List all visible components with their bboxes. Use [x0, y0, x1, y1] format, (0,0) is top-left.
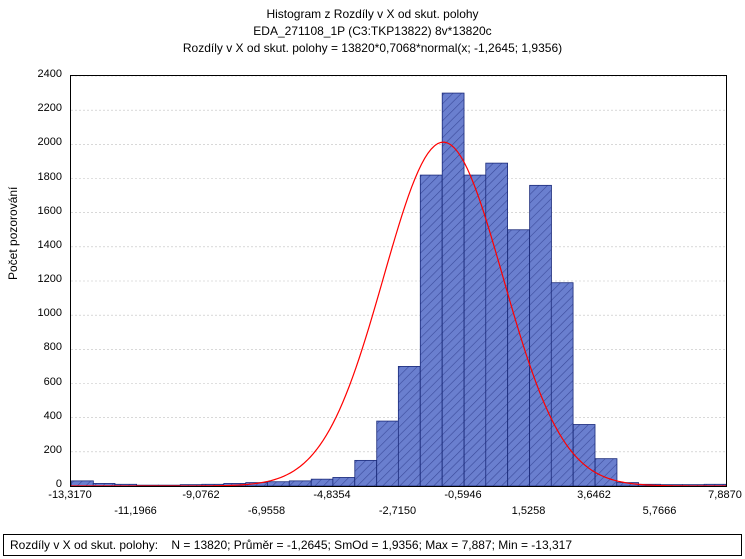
y-tick: 1800 — [22, 171, 62, 183]
y-tick: 200 — [22, 444, 62, 456]
x-tick-lower: -11,1966 — [114, 505, 157, 517]
y-tick: 1200 — [22, 273, 62, 285]
title-line-3: Rozdíly v X od skut. polohy = 13820*0,70… — [0, 40, 745, 57]
x-tick-upper: -0,5946 — [444, 489, 481, 501]
x-tick-lower: -2,7150 — [379, 505, 416, 517]
stats-value: N = 13820; Průměr = -1,2645; SmOd = 1,93… — [171, 538, 572, 552]
y-tick: 1000 — [22, 307, 62, 319]
x-tick-lower: -6,9558 — [248, 505, 285, 517]
plot-area — [70, 75, 727, 487]
title-line-1: Histogram z Rozdíly v X od skut. polohy — [0, 6, 745, 23]
y-tick: 1600 — [22, 205, 62, 217]
y-tick: 2000 — [22, 136, 62, 148]
x-tick-upper: -4,8354 — [313, 489, 350, 501]
stats-label: Rozdíly v X od skut. polohy: — [10, 538, 158, 552]
title-line-2: EDA_271108_1P (C3:TKP13822) 8v*13820c — [0, 23, 745, 40]
y-tick: 1400 — [22, 239, 62, 251]
y-tick: 2400 — [22, 68, 62, 80]
x-tick-upper: 7,8870 — [708, 489, 742, 501]
x-tick-upper: -13,3170 — [48, 489, 91, 501]
x-tick-lower: 1,5258 — [512, 505, 546, 517]
y-tick: 800 — [22, 341, 62, 353]
chart-container: Histogram z Rozdíly v X od skut. polohy … — [0, 0, 745, 559]
y-tick: 600 — [22, 376, 62, 388]
x-tick-upper: -9,0762 — [182, 489, 219, 501]
stats-box: Rozdíly v X od skut. polohy: N = 13820; … — [3, 534, 742, 556]
x-tick-upper: 3,6462 — [577, 489, 611, 501]
y-tick: 400 — [22, 410, 62, 422]
y-axis-label: Počet pozorování — [6, 187, 20, 280]
plot-svg — [71, 76, 726, 486]
title-block: Histogram z Rozdíly v X od skut. polohy … — [0, 0, 745, 56]
x-tick-lower: 5,7666 — [643, 505, 677, 517]
y-tick: 2200 — [22, 102, 62, 114]
